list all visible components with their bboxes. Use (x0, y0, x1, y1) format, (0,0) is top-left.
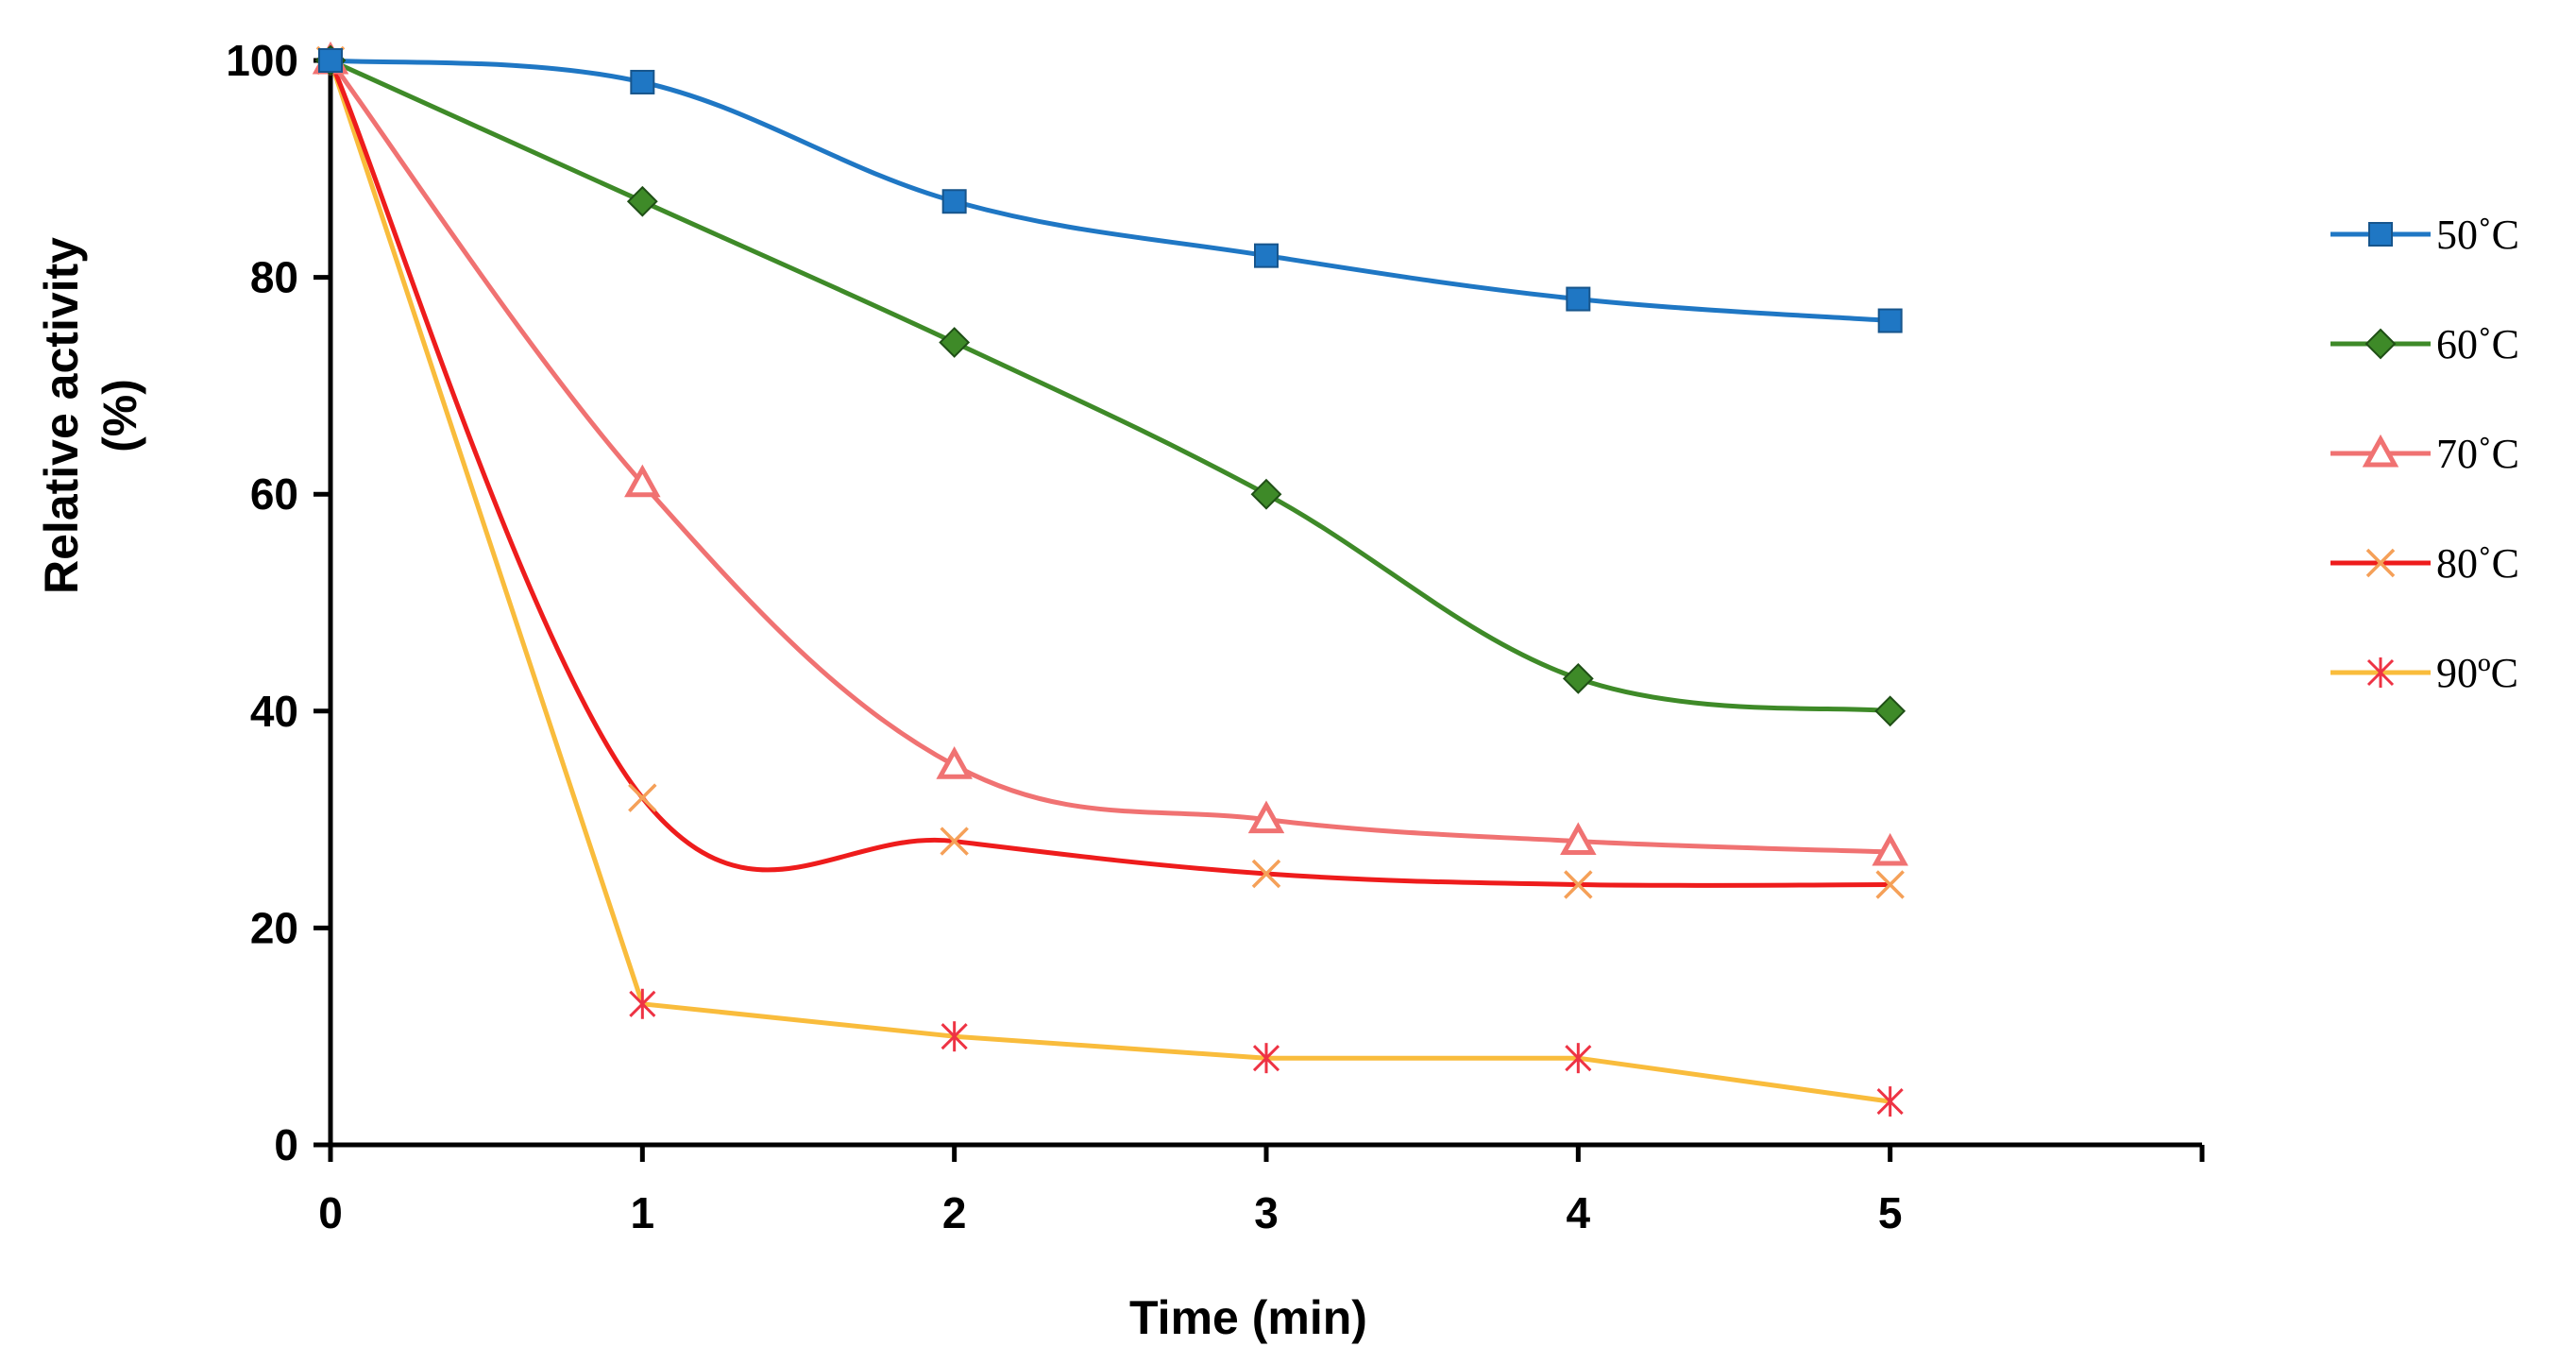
data-point-series-4 (1875, 870, 1905, 899)
legend-entry-1: 50˚C (2330, 212, 2519, 258)
marker-x-stroke (1251, 859, 1281, 889)
x-tick-label: 4 (1567, 1188, 1591, 1237)
data-point-series-2 (1250, 478, 1282, 510)
y-tick-label: 0 (274, 1120, 298, 1169)
legend-label: 50˚C (2436, 212, 2519, 258)
data-point-series-3 (1247, 800, 1285, 834)
legend-marker (2365, 548, 2396, 578)
marker-x-stroke (628, 783, 657, 812)
data-point-series-3 (1560, 822, 1597, 856)
data-point-series-3 (936, 746, 973, 779)
data-point-series-5 (629, 988, 656, 1019)
marker-diamond-shape (1562, 662, 1594, 694)
legend-entry-2: 60˚C (2330, 321, 2519, 367)
data-point-series-5 (1252, 1043, 1280, 1074)
data-point-series-2 (1562, 662, 1594, 694)
data-point-series-1 (1877, 308, 1903, 333)
data-point-series-4 (1564, 870, 1593, 899)
data-point-series-1 (941, 189, 967, 214)
legend-marker (2366, 657, 2395, 688)
series-line-5 (328, 60, 1891, 1104)
data-point-series-1 (630, 69, 655, 94)
marker-square-shape (630, 69, 655, 94)
marker-square-shape (318, 48, 343, 73)
data-point-series-5 (1565, 1043, 1592, 1074)
marker-triangle-shape (936, 746, 973, 779)
legend-marker (2364, 328, 2397, 360)
x-tick-label: 0 (318, 1188, 343, 1237)
legend-marker (2368, 222, 2393, 247)
marker-x-stroke (1875, 870, 1905, 899)
data-point-series-1 (1254, 243, 1279, 268)
series-line-3 (328, 59, 1890, 855)
data-point-series-3 (624, 464, 661, 498)
marker-diamond-shape (1874, 695, 1907, 727)
x-tick-label: 2 (942, 1188, 967, 1237)
marker-diamond-shape (2364, 328, 2397, 360)
marker-layer (312, 41, 1908, 1117)
marker-square-shape (1254, 243, 1279, 268)
marker-triangle-shape (1247, 800, 1285, 834)
marker-x-stroke (940, 827, 969, 856)
series-line-2 (329, 58, 1890, 714)
data-point-series-2 (626, 185, 658, 217)
data-point-series-1 (1566, 286, 1591, 312)
y-axis-title: Relative activity (%) (35, 237, 146, 594)
legend-entry-4: 80˚C (2330, 540, 2519, 587)
data-point-series-3 (1872, 832, 1908, 866)
y-tick-label: 100 (226, 36, 298, 85)
marker-triangle-shape (1872, 832, 1908, 866)
legend-entry-5: 90ºC (2330, 650, 2518, 696)
y-tick-label: 60 (250, 469, 298, 519)
data-point-series-4 (940, 827, 969, 856)
y-tick-label: 80 (250, 253, 298, 302)
marker-diamond-shape (939, 327, 971, 358)
marker-triangle-shape (1560, 822, 1597, 856)
y-axis-title-line-1: Relative activity (35, 237, 88, 594)
legend-marker (2362, 434, 2399, 468)
axes-layer (314, 55, 2205, 1162)
marker-triangle-shape (624, 464, 661, 498)
data-point-series-4 (628, 783, 657, 812)
data-point-series-5 (941, 1021, 968, 1052)
series-line-4 (328, 60, 1890, 888)
legend-label: 90ºC (2436, 650, 2518, 696)
legend: 50˚C 60˚C 70˚C 80˚C 90ºC (2330, 212, 2519, 696)
legend-label: 60˚C (2436, 321, 2519, 367)
tick-labels: 0 20 40 60 80 100 0 1 2 3 4 5 (226, 36, 1902, 1237)
series-line-1 (330, 58, 1890, 323)
marker-diamond-shape (626, 185, 658, 217)
data-point-series-4 (1251, 859, 1281, 889)
series-layer (328, 58, 1891, 1104)
data-point-series-2 (1874, 695, 1907, 727)
legend-label: 70˚C (2436, 431, 2519, 477)
marker-x-stroke (2365, 548, 2396, 578)
x-tick-label: 5 (1878, 1188, 1903, 1237)
marker-x-stroke (1564, 870, 1593, 899)
marker-diamond-shape (1250, 478, 1282, 510)
data-point-series-1 (318, 48, 343, 73)
y-tick-label: 40 (250, 687, 298, 736)
x-axis-title: Time (min) (1129, 1291, 1367, 1344)
legend-label: 80˚C (2436, 540, 2519, 587)
x-tick-label: 1 (631, 1188, 655, 1237)
x-tick-label: 3 (1254, 1188, 1279, 1237)
marker-square-shape (941, 189, 967, 214)
y-tick-label: 20 (250, 903, 298, 952)
data-point-series-2 (939, 327, 971, 358)
data-point-series-5 (1876, 1086, 1904, 1117)
marker-square-shape (2368, 222, 2393, 247)
marker-square-shape (1566, 286, 1591, 312)
marker-triangle-shape (2362, 434, 2399, 468)
legend-entry-3: 70˚C (2330, 431, 2519, 477)
y-axis-title-line-2: (%) (93, 379, 146, 452)
marker-square-shape (1877, 308, 1903, 333)
